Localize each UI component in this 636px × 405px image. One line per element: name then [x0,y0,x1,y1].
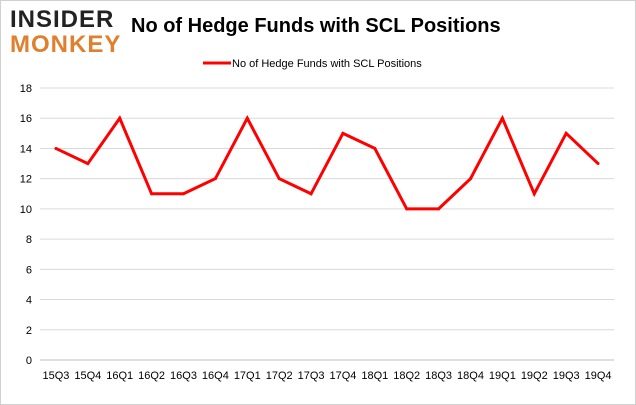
x-tick-label: 15Q3 [42,370,69,382]
data-point [500,116,504,120]
y-tick-label: 2 [26,325,32,337]
x-tick-label: 17Q4 [329,370,356,382]
data-point [118,116,122,120]
data-point [469,177,472,181]
y-tick-label: 10 [20,204,32,216]
x-tick-label: 15Q4 [74,370,101,382]
x-tick-label: 16Q4 [202,370,229,382]
chart-title: No of Hedge Funds with SCL Positions [131,15,501,37]
series-line [55,114,600,211]
data-point [373,146,377,150]
y-tick-label: 16 [20,113,32,125]
legend: No of Hedge Funds with SCL Positions [203,58,422,70]
y-tick-label: 12 [20,174,32,186]
logo-top-text: INSIDER [10,6,114,33]
y-tick-label: 14 [20,143,32,155]
x-tick-label: 18Q3 [425,370,452,382]
x-tick-label: 17Q1 [234,370,261,382]
x-tick-label: 18Q4 [457,370,484,382]
legend-label: No of Hedge Funds with SCL Positions [232,58,422,70]
x-tick-label: 16Q2 [138,370,165,382]
x-tick-label: 19Q2 [521,370,548,382]
x-tick-label: 17Q2 [266,370,293,382]
y-tick-label: 8 [26,234,32,246]
logo-bottom-text: MONKEY [10,31,121,58]
data-point [596,162,600,166]
x-tick-label: 18Q1 [361,370,388,382]
data-point [182,192,185,196]
data-point [245,116,249,120]
data-point [341,131,345,135]
plot-area: 0 2 4 6 8 10 12 14 16 18 15Q3 15Q4 16Q1 16Q2 16Q3 16Q4 1… [20,83,614,382]
data-point [437,207,441,211]
x-tick-label: 17Q3 [298,370,325,382]
data-point [277,177,281,181]
data-point [309,192,313,196]
x-tick-label: 18Q2 [393,370,420,382]
data-point [150,192,154,196]
data-point [564,131,568,135]
y-tick-label: 4 [26,295,32,307]
data-point [54,146,58,150]
data-point [86,162,90,166]
x-tick-label: 19Q1 [489,370,516,382]
y-tick-label: 6 [26,264,32,276]
data-point [405,207,409,211]
data-point [213,177,217,181]
x-tick-label: 19Q4 [585,370,612,382]
data-point [532,192,536,196]
y-tick-label: 0 [26,355,32,367]
x-tick-label: 16Q1 [106,370,133,382]
y-tick-label: 18 [20,83,32,95]
x-tick-label: 16Q3 [170,370,197,382]
insider-monkey-logo: INSIDER MONKEY [10,6,121,58]
x-tick-label: 19Q3 [553,370,580,382]
